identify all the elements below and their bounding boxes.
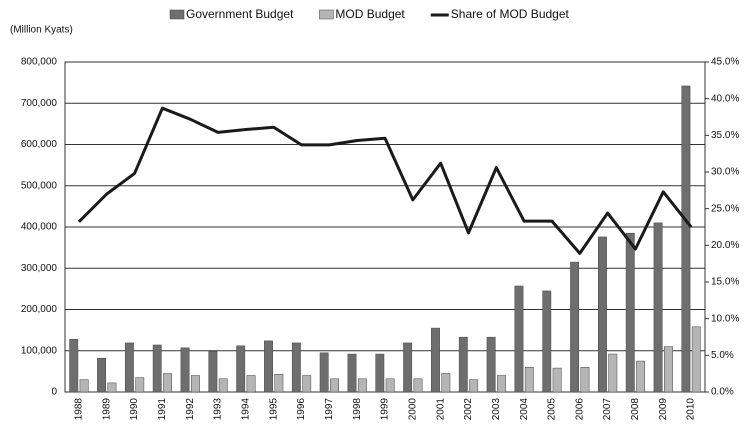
y-tick-label: 500,000 bbox=[21, 180, 58, 191]
y2-tick-label: 10.0% bbox=[711, 313, 739, 324]
bar bbox=[163, 373, 172, 393]
x-tick-label: 1990 bbox=[129, 398, 140, 421]
legend-label: Government Budget bbox=[186, 7, 294, 21]
bar bbox=[552, 367, 562, 393]
bar bbox=[608, 353, 618, 393]
x-tick-label: 1998 bbox=[352, 398, 363, 421]
y2-tick-label: 20.0% bbox=[711, 240, 739, 251]
bar bbox=[681, 85, 691, 393]
bar bbox=[218, 378, 228, 393]
bar bbox=[497, 375, 506, 393]
x-tick-label: 1993 bbox=[213, 398, 224, 421]
x-tick-label: 1988 bbox=[74, 398, 85, 421]
x-tick-label: 1991 bbox=[157, 398, 168, 421]
x-tick-label: 1992 bbox=[185, 398, 196, 421]
x-tick-label: 1999 bbox=[380, 398, 391, 421]
bar bbox=[486, 336, 496, 393]
x-tick-label: 2000 bbox=[407, 398, 418, 421]
bar bbox=[291, 342, 301, 393]
bar bbox=[208, 350, 218, 393]
x-tick-label: 2006 bbox=[574, 398, 585, 421]
y-tick-label: 800,000 bbox=[21, 57, 58, 68]
y-tick-label: 400,000 bbox=[21, 222, 58, 233]
bar bbox=[347, 353, 357, 393]
y2-tick-label: 45.0% bbox=[711, 57, 739, 68]
y-tick-label: 200,000 bbox=[21, 304, 58, 315]
line bbox=[77, 106, 693, 255]
bar bbox=[524, 367, 534, 393]
y2-tick-label: 40.0% bbox=[711, 93, 739, 104]
bar bbox=[664, 346, 673, 393]
y2-tick-label: 0.0% bbox=[711, 387, 734, 398]
plot-frame bbox=[64, 61, 706, 393]
bar bbox=[431, 327, 440, 393]
bar bbox=[691, 326, 701, 393]
bar bbox=[357, 378, 367, 393]
x-tick-label: 2007 bbox=[602, 398, 613, 421]
y-tick-label: 100,000 bbox=[21, 345, 58, 356]
bar bbox=[302, 375, 312, 393]
legend-swatch bbox=[169, 9, 185, 20]
bar bbox=[542, 290, 552, 393]
bar bbox=[441, 373, 451, 393]
x-tick-label: 2003 bbox=[491, 398, 502, 421]
x-tick-label: 2004 bbox=[519, 398, 530, 421]
bar bbox=[625, 232, 635, 393]
bar bbox=[580, 367, 590, 393]
y2-tick-label: 25.0% bbox=[711, 203, 739, 214]
x-tick-label: 1996 bbox=[296, 398, 307, 421]
legend-label: Share of MOD Budget bbox=[451, 7, 570, 21]
bar bbox=[135, 377, 145, 393]
bar bbox=[246, 375, 256, 393]
x-tick-label: 1994 bbox=[241, 398, 252, 421]
x-tick-label: 2010 bbox=[686, 398, 697, 421]
y-tick-label: 700,000 bbox=[21, 98, 58, 109]
x-tick-label: 2002 bbox=[463, 398, 474, 421]
bar bbox=[413, 378, 423, 393]
bar bbox=[403, 342, 413, 393]
bar bbox=[458, 336, 468, 393]
bar bbox=[274, 374, 284, 393]
legend-label: MOD Budget bbox=[335, 7, 405, 21]
x-tick-label: 1997 bbox=[324, 398, 335, 421]
y2-tick-label: 35.0% bbox=[711, 130, 739, 141]
x-tick-label: 2001 bbox=[435, 398, 446, 421]
y-axis-label: (Million Kyats) bbox=[10, 25, 73, 36]
y2-tick-label: 30.0% bbox=[711, 167, 739, 178]
bar bbox=[469, 379, 479, 393]
bar bbox=[236, 345, 246, 393]
bar bbox=[152, 344, 162, 393]
y2-tick-label: 15.0% bbox=[711, 277, 739, 288]
bar bbox=[180, 347, 190, 393]
bar bbox=[570, 261, 580, 393]
y2-tick-label: 5.0% bbox=[711, 350, 734, 361]
bar bbox=[653, 222, 663, 393]
bar bbox=[598, 236, 607, 393]
y-tick-label: 0 bbox=[51, 387, 57, 398]
bar bbox=[264, 340, 273, 393]
x-tick-label: 2009 bbox=[658, 398, 669, 421]
bar bbox=[107, 382, 117, 393]
bar bbox=[69, 338, 79, 393]
legend-swatch bbox=[319, 9, 334, 20]
x-tick-label: 1995 bbox=[268, 398, 279, 421]
bar bbox=[124, 342, 134, 393]
x-tick-label: 2005 bbox=[547, 398, 558, 421]
bar bbox=[97, 357, 106, 393]
bar bbox=[636, 360, 646, 393]
x-tick-label: 2008 bbox=[630, 398, 641, 421]
y-tick-label: 600,000 bbox=[21, 139, 58, 150]
bar bbox=[190, 375, 200, 393]
y-tick-label: 300,000 bbox=[21, 263, 58, 274]
x-tick-label: 1989 bbox=[101, 398, 112, 421]
bar bbox=[79, 379, 89, 393]
bar bbox=[375, 353, 385, 393]
bar bbox=[330, 378, 339, 393]
bar bbox=[514, 285, 524, 393]
bar bbox=[319, 352, 329, 393]
bar bbox=[385, 378, 395, 393]
